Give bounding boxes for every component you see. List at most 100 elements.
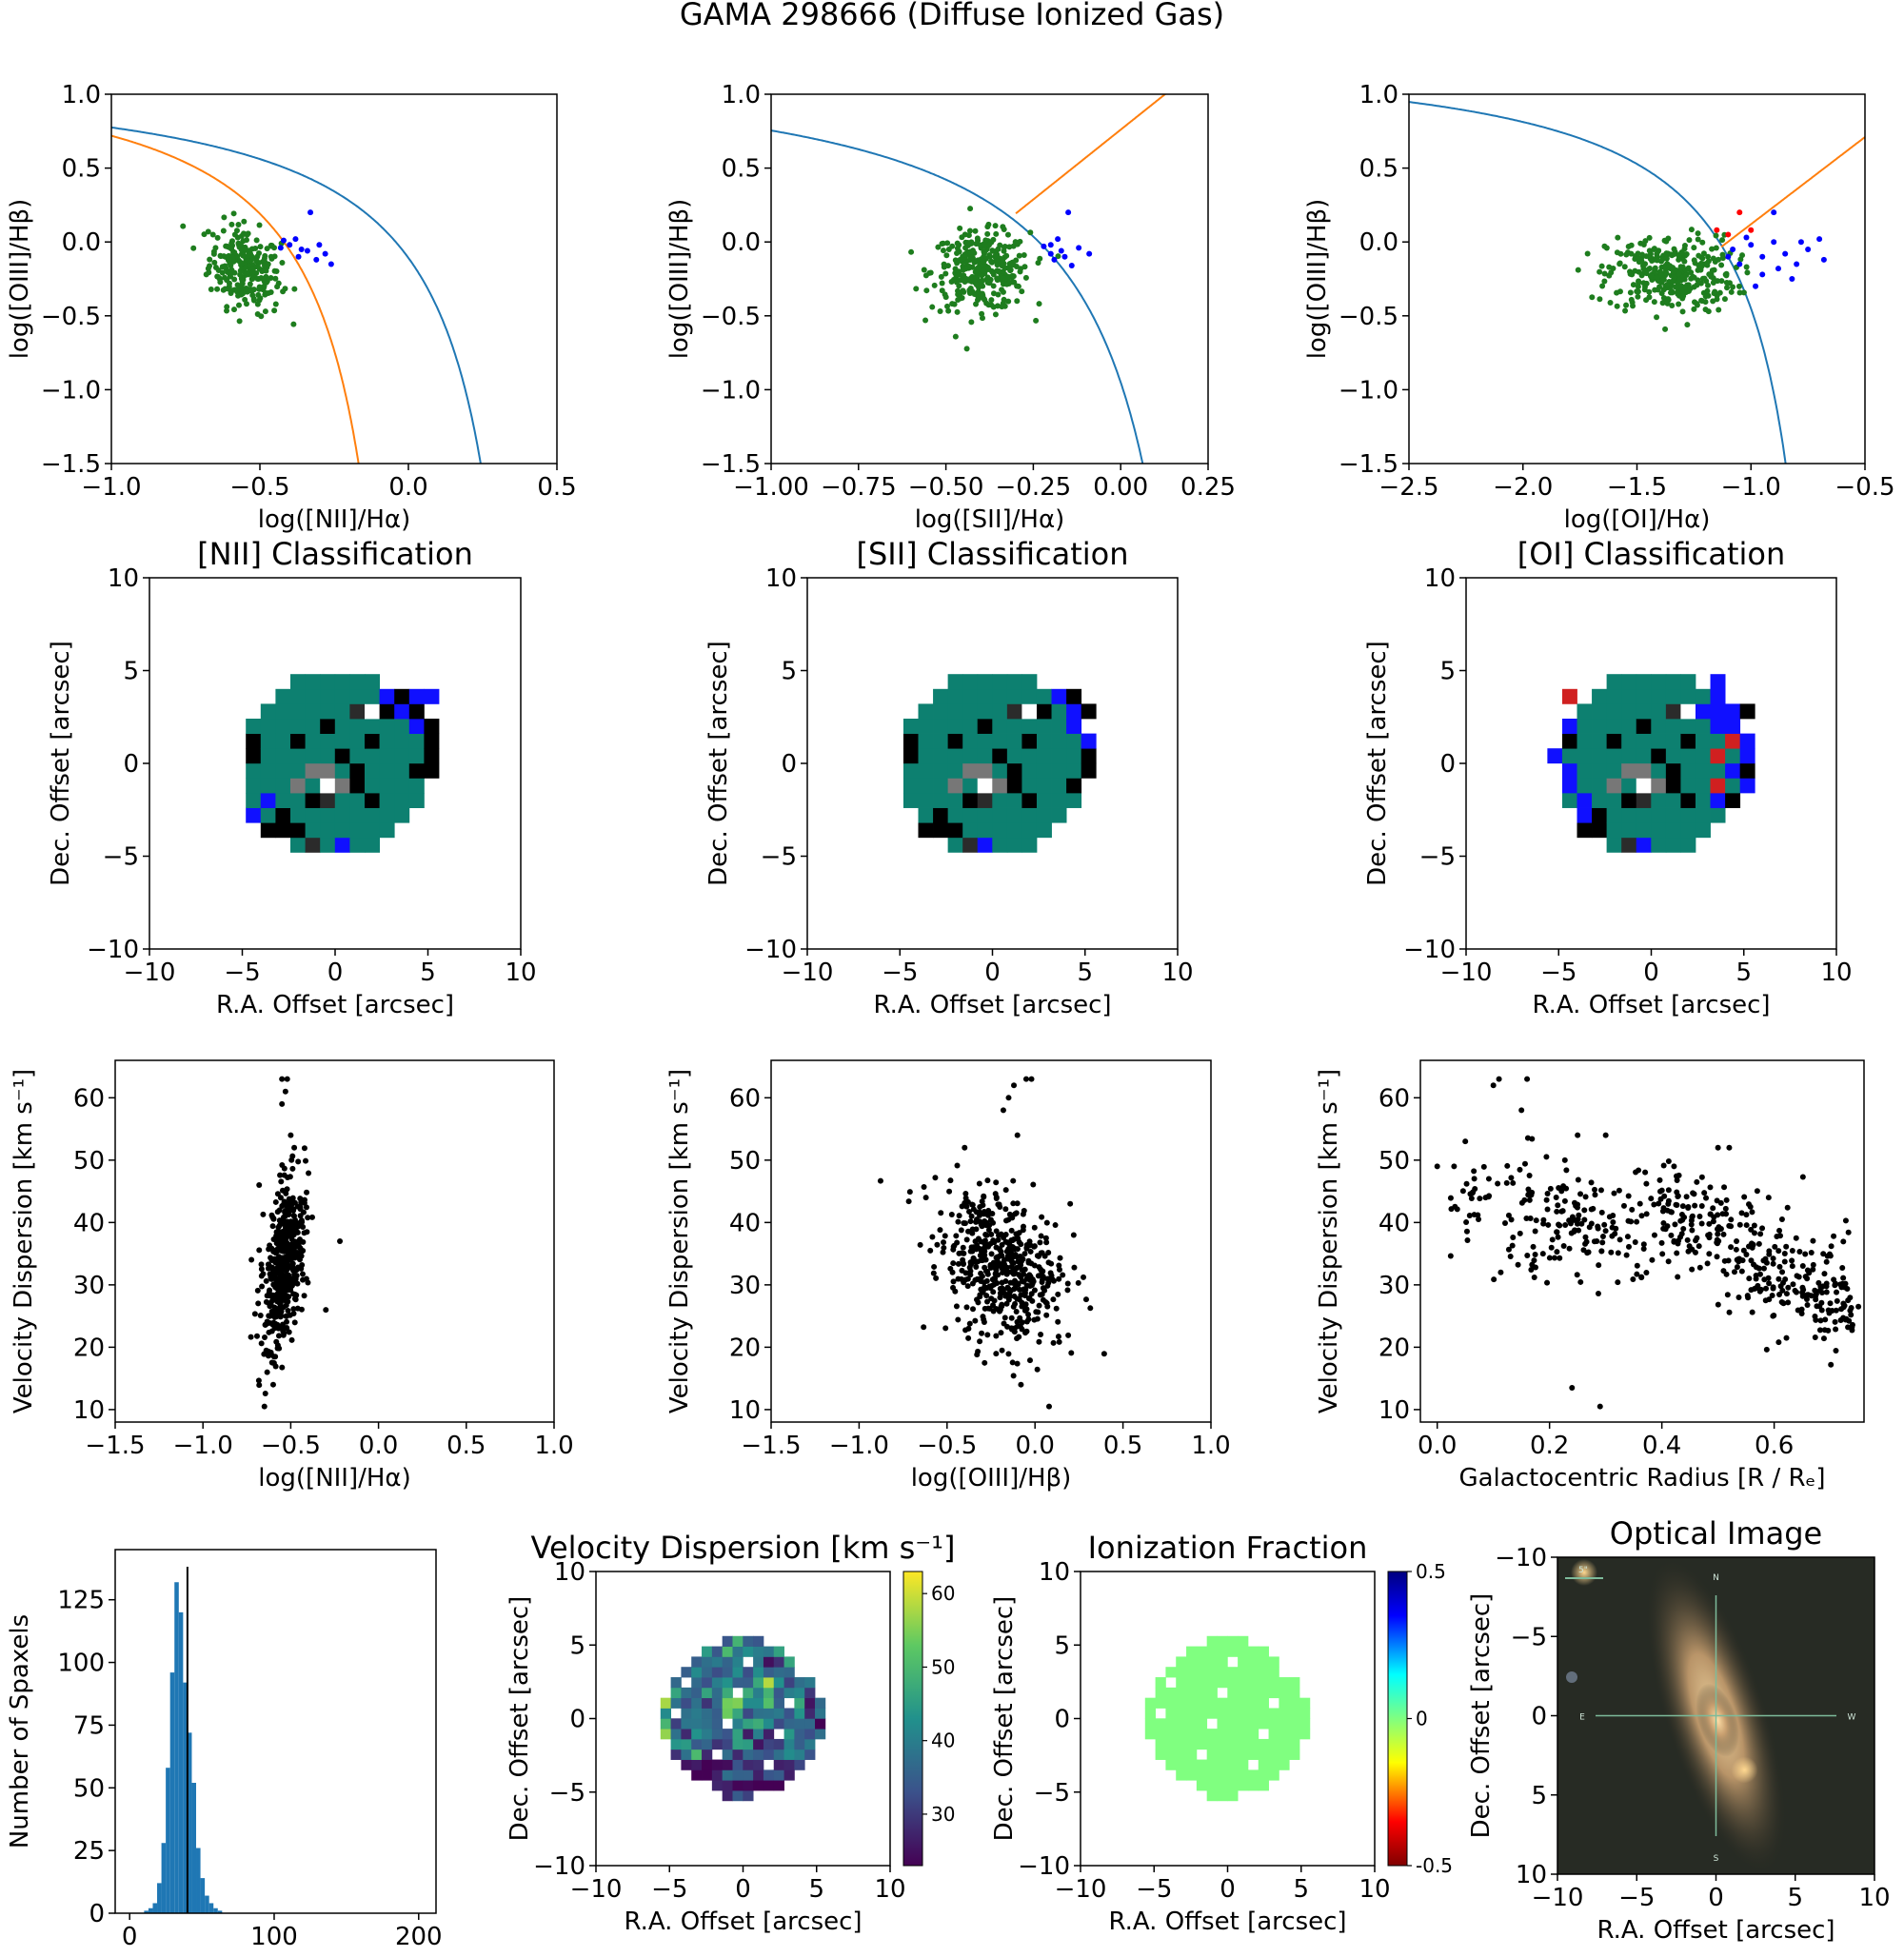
point-seyfert [1061, 253, 1068, 260]
map-cell [1621, 762, 1637, 779]
scatter-point [1698, 1202, 1705, 1209]
scatter-point [997, 1307, 1003, 1314]
scatter-point [1508, 1175, 1515, 1181]
scatter-point [967, 1248, 974, 1255]
point-star-forming [241, 218, 248, 225]
y-tick-label: −0.5 [1339, 303, 1398, 331]
x-tick-label: −1.0 [173, 1432, 233, 1460]
point-star-forming [243, 301, 249, 307]
scatter-point [962, 1144, 968, 1151]
map-cell [732, 1780, 744, 1791]
histogram-bar [152, 1903, 158, 1913]
scatter-point [278, 1289, 285, 1295]
map-cell [660, 1708, 671, 1719]
scatter-point [1747, 1203, 1754, 1210]
map-cell [794, 1687, 805, 1699]
point-star-forming [206, 269, 212, 276]
point-liner [1736, 209, 1743, 216]
map-cell [1665, 778, 1681, 794]
scatter-point [289, 1242, 296, 1249]
map-cell [1186, 1677, 1198, 1689]
map-cell [349, 688, 366, 704]
scatter-point [301, 1199, 307, 1206]
scatter-point [251, 1311, 258, 1317]
scatter-point [294, 1249, 301, 1255]
scatter-point [1477, 1196, 1483, 1202]
scatter-point [1606, 1214, 1613, 1220]
scatter-point [930, 1270, 937, 1276]
map-cell [1196, 1697, 1208, 1709]
plot-area [1409, 101, 1865, 464]
map-cell [753, 1729, 764, 1740]
map-cell [1186, 1759, 1198, 1770]
scatter-point [1694, 1178, 1700, 1185]
scatter-point [283, 1302, 289, 1309]
x-tick-label: −5 [224, 959, 260, 987]
scatter-point [248, 1256, 255, 1263]
scatter-point [1751, 1222, 1757, 1229]
y-tick-label: −10 [1018, 1852, 1070, 1881]
map-cell [1238, 1708, 1249, 1719]
map-cell [1680, 719, 1696, 734]
map-cell [320, 674, 336, 690]
map-cell [1006, 733, 1022, 749]
scatter-point [301, 1293, 307, 1299]
scatter-point [1615, 1279, 1621, 1286]
point-star-forming [1662, 326, 1669, 332]
scatter-point [1056, 1262, 1062, 1269]
y-tick-label: 5 [123, 658, 139, 686]
map-cell [1695, 733, 1711, 749]
map-cell [1289, 1749, 1300, 1760]
map-cell [349, 778, 366, 794]
point-star-forming [1688, 269, 1695, 276]
point-star-forming [1601, 270, 1608, 277]
x-tick-label: −10 [1440, 959, 1493, 987]
scatter-point [1005, 1216, 1012, 1223]
scatter-point [995, 1236, 1002, 1243]
map-cell [947, 719, 963, 734]
map-cell [1155, 1687, 1166, 1699]
map-cell [962, 807, 979, 823]
y-tick-label: 0.5 [722, 155, 761, 184]
map-cell [1725, 703, 1741, 720]
scatter-point [1722, 1205, 1729, 1212]
map-cell [1144, 1729, 1156, 1740]
scatter-point [953, 1233, 960, 1239]
point-star-forming [962, 245, 969, 251]
scatter-point [1675, 1194, 1681, 1200]
scatter-point [1749, 1309, 1755, 1315]
map-cell [1561, 719, 1577, 734]
x-tick-label: 0.0 [1016, 1432, 1055, 1460]
map-cell [732, 1769, 744, 1781]
point-star-forming [1730, 284, 1736, 290]
y-tick-label: 30 [729, 1272, 761, 1300]
panel-title: [OI] Classification [1517, 536, 1786, 572]
scatter-point [1792, 1287, 1798, 1294]
scatter-point [1581, 1216, 1588, 1223]
point-star-forming [1000, 288, 1006, 295]
map-cell [783, 1749, 795, 1760]
map-cell [732, 1718, 744, 1730]
scatter-point [1638, 1213, 1645, 1219]
map-cell [1196, 1759, 1208, 1770]
scatter-point [1524, 1135, 1531, 1141]
scatter-point [1769, 1293, 1775, 1299]
scatter-point [1547, 1185, 1554, 1192]
map-cell [711, 1780, 724, 1791]
scatter-point [1015, 1281, 1021, 1288]
scatter-point [270, 1354, 277, 1360]
map-cell [1238, 1656, 1249, 1668]
map-cell [670, 1738, 682, 1750]
scatter-point [1027, 1276, 1034, 1283]
scatter-point [1039, 1278, 1045, 1285]
scatter-point [978, 1270, 984, 1276]
map-cell [1196, 1656, 1208, 1668]
map-cell [702, 1729, 713, 1740]
map-cell [1196, 1667, 1208, 1678]
scatter-point [1529, 1261, 1536, 1268]
point-star-forming [254, 275, 261, 282]
point-star-forming [1710, 298, 1716, 305]
y-tick-label: −1.5 [1339, 450, 1398, 479]
scatter-point [976, 1209, 982, 1216]
y-tick-label: 5 [1531, 1782, 1547, 1810]
